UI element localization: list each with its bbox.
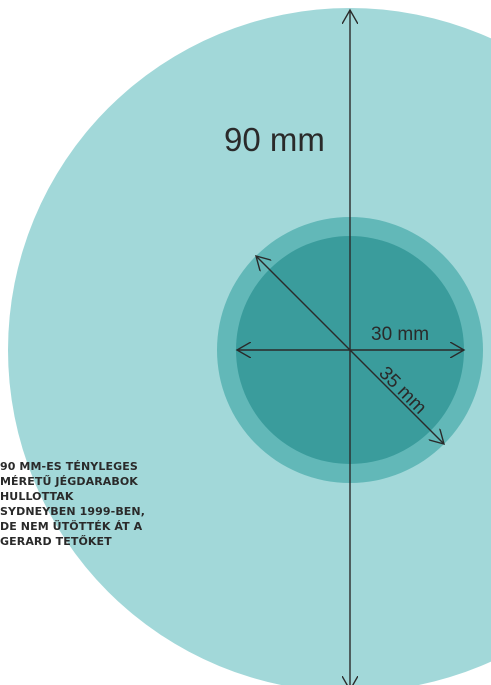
small-diameter-label: 30 mm xyxy=(371,324,429,345)
caption-line: 90 MM-ES TÉNYLEGES xyxy=(0,460,138,473)
caption-text: 90 MM-ES TÉNYLEGES MÉRETŰ JÉGDARABOK HUL… xyxy=(0,459,200,549)
caption-line: HULLOTTAK xyxy=(0,490,74,503)
caption-line: SYDNEYBEN 1999-BEN, xyxy=(0,505,146,518)
caption-line: DE NEM ÜTÖTTÉK ÁT A xyxy=(0,520,143,533)
caption-line: GERARD TETŐKET xyxy=(0,535,112,548)
medium-diameter-arrow-upper xyxy=(256,256,351,351)
medium-diameter-arrow-lower xyxy=(349,349,444,444)
large-diameter-label: 90 mm xyxy=(224,121,325,158)
caption-line: MÉRETŰ JÉGDARABOK xyxy=(0,475,138,488)
